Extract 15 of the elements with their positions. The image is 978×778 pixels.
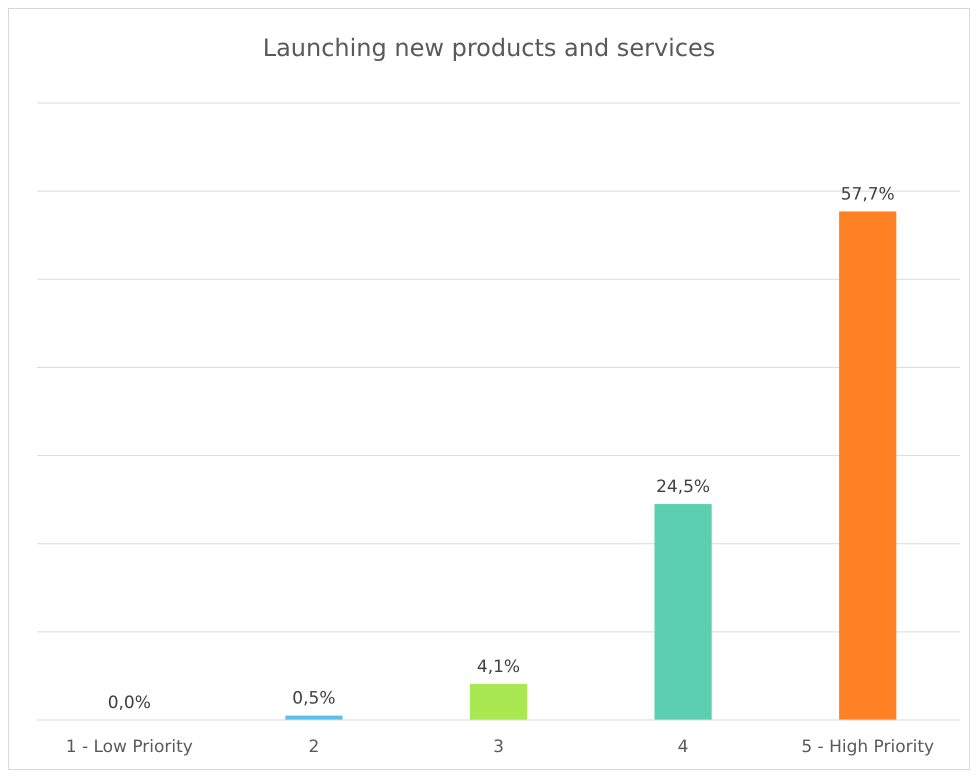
bar bbox=[839, 211, 896, 720]
x-tick-label: 2 bbox=[308, 737, 320, 757]
x-tick-label: 3 bbox=[493, 737, 504, 757]
bar bbox=[285, 716, 343, 720]
data-label: 57,7% bbox=[840, 184, 895, 204]
data-label: 4,1% bbox=[476, 656, 520, 677]
bar bbox=[470, 684, 528, 720]
x-tick-label: 4 bbox=[678, 737, 689, 757]
x-tick-label: 1 - Low Priority bbox=[66, 737, 193, 757]
data-label: 0,0% bbox=[108, 693, 151, 713]
data-label: 24,5% bbox=[656, 477, 710, 498]
x-tick-label: 5 - High Priority bbox=[801, 737, 934, 757]
chart-title: Launching new products and services bbox=[262, 34, 716, 62]
bar bbox=[654, 504, 712, 720]
data-label: 0,5% bbox=[292, 688, 336, 709]
